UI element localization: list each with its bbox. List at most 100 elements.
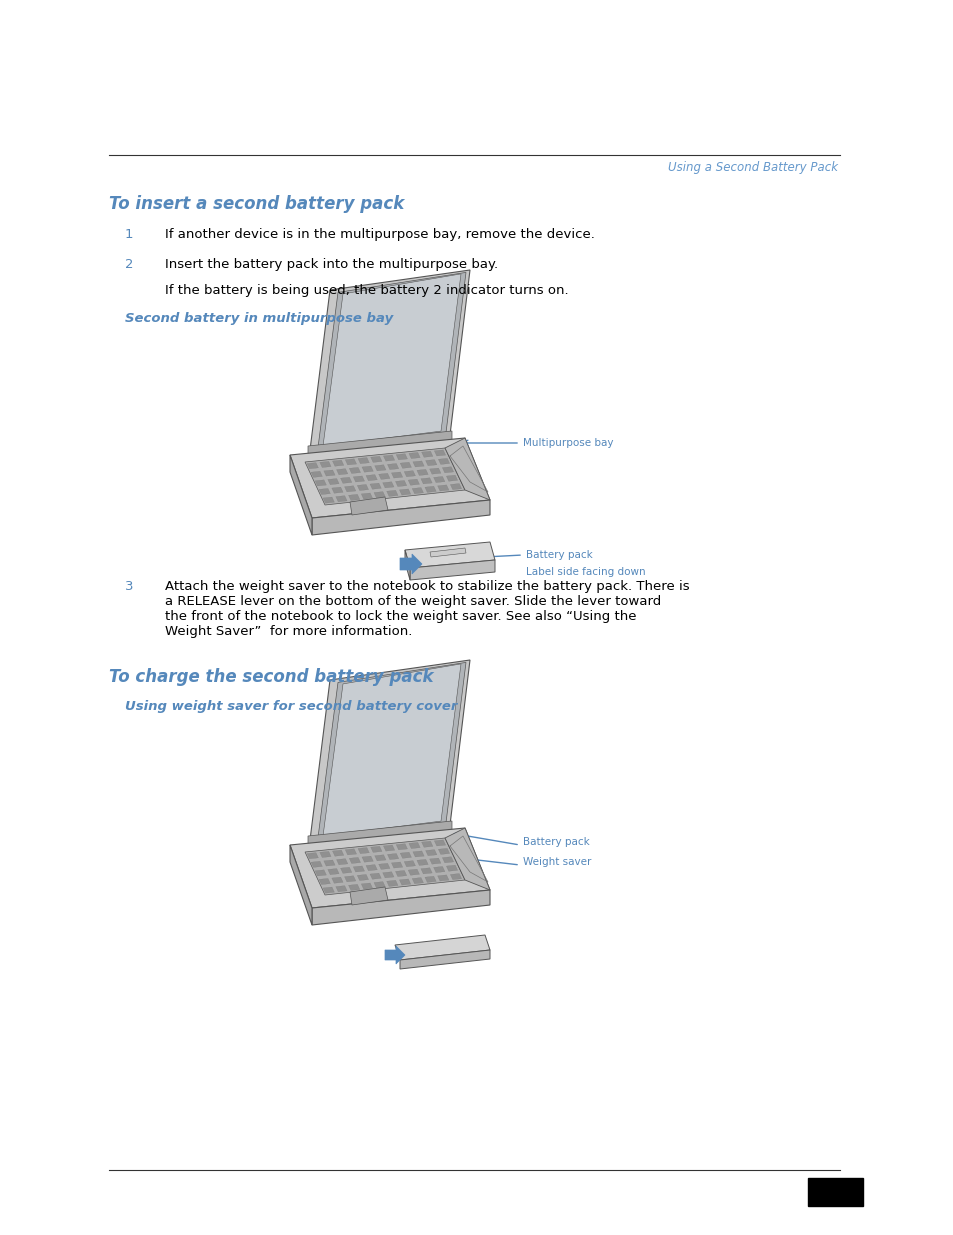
Polygon shape bbox=[429, 468, 440, 474]
Polygon shape bbox=[374, 882, 385, 888]
Polygon shape bbox=[399, 489, 411, 495]
Polygon shape bbox=[450, 873, 461, 879]
Polygon shape bbox=[348, 884, 359, 890]
Polygon shape bbox=[446, 866, 457, 871]
Polygon shape bbox=[371, 456, 381, 462]
Polygon shape bbox=[310, 270, 470, 450]
Text: To insert a second battery pack: To insert a second battery pack bbox=[109, 195, 404, 212]
Polygon shape bbox=[412, 878, 423, 884]
Polygon shape bbox=[371, 846, 381, 852]
Polygon shape bbox=[395, 871, 406, 877]
Text: 2: 2 bbox=[125, 258, 133, 270]
Polygon shape bbox=[340, 867, 352, 873]
Polygon shape bbox=[361, 883, 373, 889]
Polygon shape bbox=[399, 950, 490, 969]
Polygon shape bbox=[420, 868, 432, 874]
Polygon shape bbox=[387, 853, 398, 860]
Polygon shape bbox=[434, 840, 445, 846]
Polygon shape bbox=[345, 459, 356, 464]
Polygon shape bbox=[421, 841, 433, 847]
Polygon shape bbox=[344, 876, 355, 882]
Polygon shape bbox=[410, 559, 495, 580]
Polygon shape bbox=[434, 867, 444, 873]
Polygon shape bbox=[375, 855, 386, 861]
Polygon shape bbox=[430, 548, 465, 557]
Polygon shape bbox=[319, 851, 331, 857]
Polygon shape bbox=[425, 459, 436, 466]
Polygon shape bbox=[434, 477, 444, 483]
Text: Battery pack: Battery pack bbox=[522, 837, 589, 847]
Polygon shape bbox=[444, 438, 490, 500]
Polygon shape bbox=[370, 873, 381, 879]
Polygon shape bbox=[437, 874, 449, 881]
Polygon shape bbox=[424, 877, 436, 882]
Polygon shape bbox=[378, 473, 390, 479]
FancyBboxPatch shape bbox=[807, 1178, 862, 1207]
Polygon shape bbox=[395, 844, 407, 850]
Text: Attach the weight saver to the notebook to stabilize the battery pack. There is
: Attach the weight saver to the notebook … bbox=[165, 580, 689, 638]
Polygon shape bbox=[323, 664, 460, 836]
Polygon shape bbox=[332, 487, 343, 493]
Polygon shape bbox=[375, 464, 386, 471]
Text: Battery pack: Battery pack bbox=[525, 550, 592, 559]
Polygon shape bbox=[386, 490, 397, 496]
Polygon shape bbox=[323, 887, 335, 893]
Polygon shape bbox=[348, 494, 359, 500]
Polygon shape bbox=[308, 431, 452, 454]
Polygon shape bbox=[442, 857, 454, 863]
Polygon shape bbox=[361, 493, 373, 499]
Polygon shape bbox=[408, 869, 419, 876]
Polygon shape bbox=[404, 861, 416, 867]
Polygon shape bbox=[335, 495, 347, 501]
Polygon shape bbox=[336, 469, 348, 474]
Polygon shape bbox=[290, 438, 490, 517]
Text: If another device is in the multipurpose bay, remove the device.: If another device is in the multipurpose… bbox=[165, 228, 595, 241]
Polygon shape bbox=[424, 487, 436, 493]
Text: 23: 23 bbox=[824, 1179, 843, 1194]
Polygon shape bbox=[318, 489, 330, 494]
Text: Using weight saver for second battery cover: Using weight saver for second battery co… bbox=[125, 700, 456, 713]
Polygon shape bbox=[361, 466, 373, 472]
Polygon shape bbox=[349, 857, 360, 863]
Polygon shape bbox=[319, 462, 331, 468]
Polygon shape bbox=[382, 872, 394, 878]
Polygon shape bbox=[409, 842, 419, 848]
Polygon shape bbox=[356, 484, 368, 490]
Text: Multipurpose bay: Multipurpose bay bbox=[522, 438, 613, 448]
Polygon shape bbox=[395, 480, 406, 487]
Polygon shape bbox=[357, 458, 369, 463]
Text: Weight saver: Weight saver bbox=[522, 857, 591, 867]
Polygon shape bbox=[323, 496, 335, 503]
Polygon shape bbox=[409, 452, 419, 458]
Polygon shape bbox=[290, 454, 312, 535]
Polygon shape bbox=[311, 861, 322, 867]
Polygon shape bbox=[353, 866, 364, 872]
Polygon shape bbox=[437, 458, 449, 464]
Polygon shape bbox=[323, 471, 335, 475]
Polygon shape bbox=[387, 463, 398, 469]
Text: Second battery in multipurpose bay: Second battery in multipurpose bay bbox=[125, 312, 393, 325]
Polygon shape bbox=[425, 850, 436, 856]
Polygon shape bbox=[307, 852, 318, 858]
Polygon shape bbox=[344, 485, 355, 492]
Polygon shape bbox=[312, 890, 490, 925]
Polygon shape bbox=[446, 475, 457, 482]
Polygon shape bbox=[366, 474, 376, 480]
Text: 1: 1 bbox=[125, 228, 133, 241]
Polygon shape bbox=[335, 885, 347, 892]
Polygon shape bbox=[450, 484, 461, 489]
Polygon shape bbox=[399, 462, 411, 468]
Polygon shape bbox=[412, 488, 423, 494]
Polygon shape bbox=[333, 850, 343, 856]
Polygon shape bbox=[399, 852, 411, 858]
Polygon shape bbox=[310, 659, 470, 840]
Polygon shape bbox=[361, 856, 373, 862]
Polygon shape bbox=[328, 868, 338, 874]
Polygon shape bbox=[385, 946, 405, 965]
Polygon shape bbox=[307, 463, 318, 469]
Polygon shape bbox=[356, 874, 368, 881]
Polygon shape bbox=[312, 500, 490, 535]
Polygon shape bbox=[404, 471, 416, 477]
Polygon shape bbox=[442, 467, 454, 473]
Polygon shape bbox=[345, 848, 356, 855]
